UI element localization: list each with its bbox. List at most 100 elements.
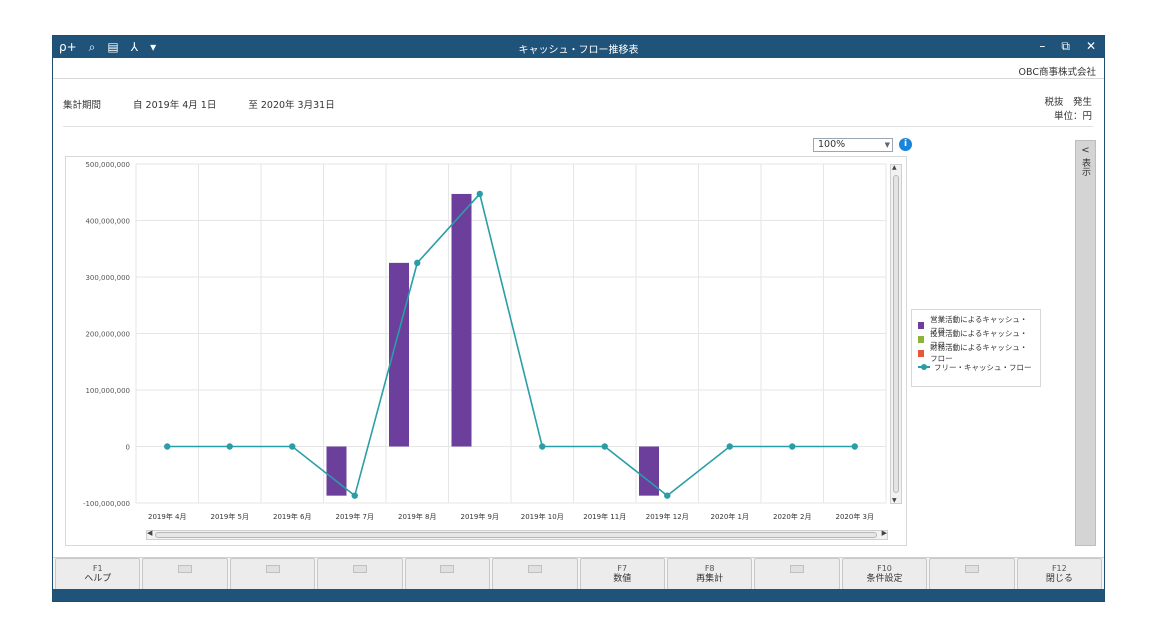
chart-legend: 営業活動によるキャッシュ・フロー 投資活動によるキャッシュ・フロー 財務活動によ…	[911, 309, 1041, 387]
dropdown-arrow-icon[interactable]: ▾	[150, 40, 157, 54]
scroll-down-icon[interactable]: ▼	[892, 497, 897, 504]
function-key-f1[interactable]: F1 ヘルプ	[55, 558, 141, 590]
function-key-blank-2[interactable]	[229, 558, 316, 590]
app-window: ρ+ ⌕ ▤ ⅄ ▾ キャッシュ・フロー推移表 – ⧉ ✕ OBC商事株式会社 …	[52, 35, 1105, 602]
empty-key-icon	[178, 565, 193, 573]
vertical-scrollbar[interactable]: ▲ ▼	[890, 164, 902, 504]
x-tick-label: 2019年 9月	[461, 512, 500, 521]
bar	[326, 446, 347, 496]
restore-button[interactable]: ⧉	[1061, 39, 1070, 53]
line-point	[726, 443, 733, 450]
empty-key-icon	[964, 565, 979, 573]
function-key-code: F1	[92, 564, 103, 573]
line-point	[789, 443, 796, 450]
scrollbar-thumb[interactable]	[155, 532, 877, 538]
line-point	[289, 443, 296, 450]
y-tick-label: 100,000,000	[85, 387, 130, 395]
function-key-label: 閉じる	[1045, 574, 1073, 584]
scroll-right-icon[interactable]: ▶	[881, 529, 887, 537]
divider	[53, 78, 1104, 79]
horizontal-scrollbar[interactable]: ◀ ▶	[146, 529, 888, 540]
line-point	[664, 492, 671, 499]
y-tick-label: 300,000,000	[85, 274, 130, 282]
display-panel-label: 表示	[1080, 158, 1090, 176]
empty-key-icon	[265, 565, 280, 573]
function-key-blank-10[interactable]	[929, 558, 1015, 590]
divider	[63, 126, 1093, 127]
cash-flow-chart: 500,000,000 400,000,000 300,000,000 200,000…	[83, 161, 887, 521]
legend-item: 営業活動によるキャッシュ・フロー	[918, 315, 1034, 335]
line-point	[851, 443, 858, 450]
function-key-blank-5[interactable]	[492, 558, 578, 590]
zoom-select[interactable]: 100% ▼	[813, 138, 893, 152]
tax-mode: 税抜 発生	[1044, 97, 1092, 108]
function-key-f12[interactable]: F12 閉じる	[1016, 558, 1103, 590]
line-point	[351, 492, 358, 499]
function-key-label: 条件設定	[866, 574, 903, 584]
print-icon[interactable]: ▤	[107, 40, 119, 54]
unit-label: 単位：円	[1053, 111, 1092, 122]
legend-label: 営業活動によるキャッシュ・フロー	[930, 315, 1028, 335]
y-tick-label: 500,000,000	[85, 161, 130, 169]
display-panel-toggle[interactable]: < 表示	[1075, 140, 1096, 546]
empty-key-icon	[440, 565, 455, 573]
empty-key-icon	[527, 565, 542, 573]
line-point	[164, 443, 171, 450]
empty-key-icon	[352, 565, 367, 573]
function-key-label: ヘルプ	[84, 574, 112, 584]
x-tick-label: 2020年 2月	[773, 512, 812, 521]
scroll-up-icon[interactable]: ▲	[892, 164, 897, 171]
close-button[interactable]: ✕	[1085, 39, 1096, 53]
empty-key-icon	[790, 565, 805, 573]
function-key-code: F7	[617, 564, 628, 573]
x-tick-label: 2020年 3月	[836, 512, 875, 521]
zoom-in-icon[interactable]: ρ+	[59, 40, 77, 54]
x-tick-label: 2019年 6月	[273, 512, 312, 521]
window-controls: – ⧉ ✕	[1039, 39, 1096, 54]
legend-swatch	[918, 335, 925, 343]
function-key-code: F8	[704, 564, 715, 573]
info-icon[interactable]: i	[899, 138, 912, 151]
x-tick-label: 2019年 5月	[211, 512, 250, 521]
legend-label: 財務活動によるキャッシュ・フロー	[930, 343, 1028, 363]
period-to: 至 2020年 3月31日	[248, 100, 335, 111]
period-from: 自 2019年 4月 1日	[133, 100, 217, 111]
legend-swatch	[918, 349, 925, 357]
scroll-left-icon[interactable]: ◀	[147, 529, 153, 537]
function-key-bar: F1 ヘルプ F7 数値 F8 再集計 F10 条件設定 F12 閉じる	[53, 557, 1104, 591]
legend-label: 投資活動によるキャッシュ・フロー	[930, 329, 1028, 349]
y-tick-label: 200,000,000	[85, 331, 130, 339]
function-key-blank-3[interactable]	[317, 558, 403, 590]
function-key-blank-8[interactable]	[754, 558, 840, 590]
legend-line-swatch	[918, 364, 930, 370]
window-title: キャッシュ・フロー推移表	[518, 45, 639, 56]
legend-item: フリー・キャッシュ・フロー	[918, 360, 1034, 374]
x-tick-label: 2019年 4月	[148, 512, 187, 521]
chevron-left-icon[interactable]: <	[1081, 145, 1090, 156]
minimize-button[interactable]: –	[1039, 39, 1046, 53]
bar	[389, 262, 409, 447]
function-key-f10[interactable]: F10 条件設定	[841, 558, 928, 590]
x-tick-label: 2019年 12月	[646, 512, 689, 521]
period-row: 集計期間 自 2019年 4月 1日 至 2020年 3月31日	[63, 97, 367, 111]
function-key-blank-1[interactable]	[142, 558, 228, 590]
toolbar: ρ+ ⌕ ▤ ⅄ ▾	[59, 39, 156, 55]
line-series	[167, 192, 855, 498]
x-tick-label: 2020年 1月	[711, 512, 750, 521]
period-label: 集計期間	[63, 100, 102, 111]
scrollbar-thumb[interactable]	[893, 175, 899, 493]
chevron-down-icon[interactable]: ▼	[884, 141, 890, 149]
x-tick-label: 2019年 7月	[336, 512, 375, 521]
zoom-search-icon[interactable]: ⌕	[88, 40, 96, 54]
function-key-blank-4[interactable]	[404, 558, 491, 590]
line-point	[226, 443, 233, 450]
legend-label: フリー・キャッシュ・フロー	[934, 362, 1032, 372]
export-icon[interactable]: ⅄	[130, 40, 139, 54]
function-key-f8[interactable]: F8 再集計	[666, 558, 753, 590]
function-key-f7[interactable]: F7 数値	[579, 558, 665, 590]
function-key-label: 再集計	[696, 574, 724, 584]
function-key-code: F12	[1051, 564, 1067, 573]
x-tick-label: 2019年 11月	[583, 512, 626, 521]
line-point	[601, 443, 608, 450]
chart-area: 500,000,000 400,000,000 300,000,000 200,000…	[65, 156, 907, 546]
